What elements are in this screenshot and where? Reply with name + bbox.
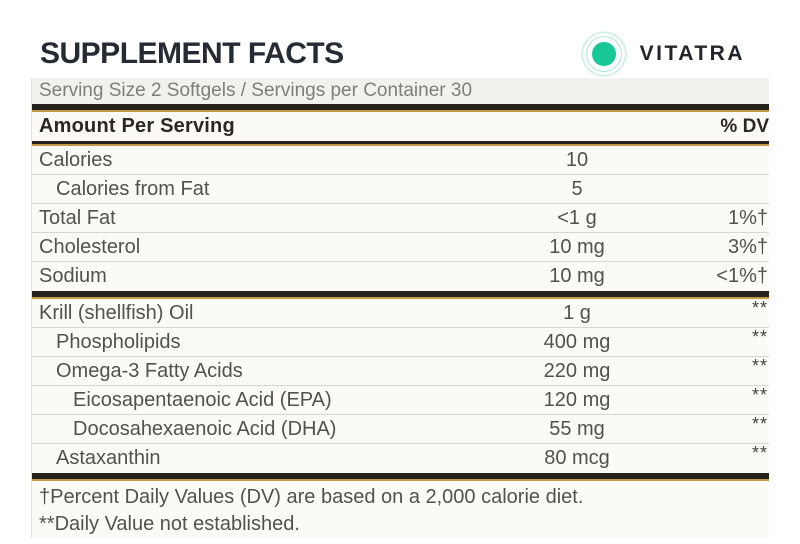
nutrient-amount: 10	[565, 148, 589, 171]
brand-circle-icon	[581, 32, 626, 76]
table-row: Docosahexaenoic Acid (DHA) 55 mg **	[32, 413, 769, 444]
nutrient-name: Calories	[39, 148, 113, 171]
nutrient-dv: 3%†	[727, 235, 768, 258]
nutrient-amount: <1 g	[557, 206, 597, 229]
nutrient-name: Total Fat	[39, 206, 116, 229]
table-header-row: Amount Per Serving % DV	[32, 112, 769, 141]
section-divider	[32, 104, 769, 112]
nutrient-name: Eicosapentaenoic Acid (EPA)	[73, 388, 332, 411]
brand-circle-dot	[591, 42, 616, 66]
nutrient-dv: **	[751, 443, 768, 463]
amount-per-serving-header: Amount Per Serving	[39, 115, 235, 137]
nutrient-dv: **	[751, 297, 768, 318]
section-divider	[32, 141, 769, 146]
section-divider	[32, 291, 769, 299]
nutrient-name: Cholesterol	[39, 235, 141, 258]
nutrient-dv: **	[751, 326, 768, 347]
nutrient-amount: 5	[571, 177, 583, 200]
nutrient-amount: 80 mcg	[544, 447, 610, 469]
nutrient-amount: 400 mg	[543, 330, 611, 353]
nutrient-dv: 1%†	[727, 206, 768, 229]
nutrient-amount: 1 g	[563, 301, 591, 324]
table-row: Cholesterol 10 mg 3%†	[32, 233, 769, 262]
brand-name: VITATRA	[639, 42, 745, 65]
table-row: Krill (shellfish) Oil 1 g **	[32, 297, 769, 328]
table-row: Calories 10	[32, 146, 769, 175]
page-title: SUPPLEMENT FACTS	[40, 37, 344, 70]
nutrient-amount: 120 mg	[543, 388, 611, 411]
nutrient-dv: **	[751, 413, 768, 434]
nutrient-dv: <1%†	[716, 265, 768, 287]
nutrient-name: Sodium	[39, 265, 107, 287]
brand-logo: VITATRA	[581, 32, 745, 76]
footnotes: †Percent Daily Values (DV) are based on …	[32, 481, 769, 538]
brand-circle-ring	[585, 36, 622, 72]
nutrient-amount: 220 mg	[543, 359, 611, 382]
nutrient-name: Krill (shellfish) Oil	[39, 301, 194, 324]
table-row: Total Fat <1 g 1%†	[32, 204, 769, 233]
nutrient-name: Astaxanthin	[56, 447, 161, 469]
nutrient-name: Omega-3 Fatty Acids	[56, 359, 243, 382]
supplement-table: Serving Size 2 Softgels / Servings per C…	[31, 78, 769, 538]
nutrient-amount: 10 mg	[549, 265, 605, 287]
serving-info: Serving Size 2 Softgels / Servings per C…	[32, 78, 769, 104]
table-row: Eicosapentaenoic Acid (EPA) 120 mg **	[32, 384, 769, 415]
footnote-daily-value: **Daily Value not established.	[39, 513, 300, 535]
table-row: Omega-3 Fatty Acids 220 mg **	[32, 355, 769, 386]
section-divider	[32, 473, 769, 481]
nutrient-name: Phospholipids	[56, 330, 181, 353]
nutrient-amount: 55 mg	[549, 417, 605, 440]
nutrient-dv: **	[751, 355, 768, 376]
nutrient-name: Calories from Fat	[56, 177, 210, 200]
nutrient-name: Docosahexaenoic Acid (DHA)	[73, 417, 337, 440]
label-header: SUPPLEMENT FACTS VITATRA	[0, 0, 800, 78]
table-row: Astaxanthin 80 mcg **	[32, 443, 769, 473]
nutrient-amount: 10 mg	[549, 235, 605, 258]
table-row: Sodium 10 mg <1%†	[32, 262, 769, 291]
nutrient-dv: **	[751, 384, 768, 405]
footnote-dv: †Percent Daily Values (DV) are based on …	[39, 486, 584, 508]
percent-dv-header: % DV	[720, 115, 769, 137]
table-row: Calories from Fat 5	[32, 175, 769, 204]
table-row: Phospholipids 400 mg **	[32, 326, 769, 357]
